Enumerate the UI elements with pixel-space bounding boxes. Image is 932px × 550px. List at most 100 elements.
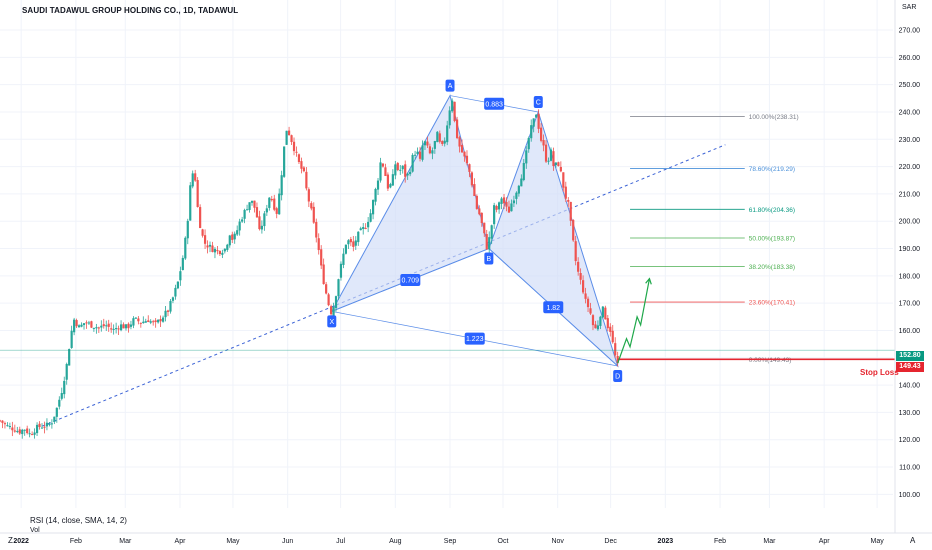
candle-body [604, 307, 607, 320]
candle-body [122, 324, 125, 329]
price-axis: 100.00110.00120.00130.00140.00150.00160.… [894, 0, 921, 533]
fib-level-label: 100.00%(238.31) [749, 114, 799, 121]
auto-scale-button[interactable]: A [910, 536, 916, 545]
candle-body [137, 318, 140, 322]
candle-body [322, 264, 325, 285]
candle-body [381, 163, 385, 167]
candle-body [196, 180, 199, 208]
stop-loss-price-tag: 149.43 [896, 362, 924, 372]
candle-body [589, 308, 592, 314]
candle-body [154, 320, 157, 323]
candle-body [97, 327, 100, 329]
candle-body [369, 213, 372, 222]
candle-body [53, 416, 56, 422]
candle-body [302, 167, 306, 172]
x-tick-label: Oct [498, 538, 509, 545]
candle-body [60, 393, 63, 399]
x-tick-label: Mar [763, 538, 776, 545]
candle-body [404, 164, 407, 177]
candle-body [577, 261, 580, 272]
candle-body [119, 324, 123, 331]
candle-body [606, 318, 609, 329]
candle-body [179, 271, 182, 281]
y-tick-label: 100.00 [899, 492, 921, 499]
candle-body [58, 399, 61, 407]
candle-body [174, 287, 177, 297]
chart-title: SAUDI TADAWUL GROUP HOLDING CO., 1D, TAD… [22, 6, 239, 15]
candle-body [218, 250, 221, 255]
ratio-label: 0.709 [400, 273, 421, 286]
candle-body [374, 188, 377, 202]
candle-body [413, 154, 417, 156]
candle-body [436, 131, 439, 143]
candle-body [129, 324, 133, 327]
candle-body [438, 133, 441, 142]
candle-body [332, 306, 335, 316]
candle-body [535, 114, 538, 118]
candle-body [184, 237, 187, 259]
rsi-indicator-label[interactable]: RSI (14, close, SMA, 14, 2) [30, 516, 127, 525]
ratio-label: 1.223 [464, 332, 485, 345]
candle-body [329, 306, 333, 315]
candle-body [100, 325, 103, 328]
candle-body [186, 220, 189, 239]
candle-body [339, 263, 343, 278]
candle-body [92, 327, 95, 329]
candle-body [191, 173, 194, 187]
candle-body [144, 321, 147, 323]
fib-level-label: 0.00%(149.43) [749, 357, 792, 364]
candle-body [488, 237, 491, 250]
ratio-label-bg [543, 301, 564, 314]
volume-indicator-label[interactable]: Vol [30, 527, 40, 534]
point-label-x-bg [327, 315, 337, 328]
candle-body [18, 429, 21, 434]
candle-body [581, 280, 585, 293]
candle-body [559, 166, 562, 172]
candle-body [90, 321, 93, 328]
candle-body [510, 203, 513, 212]
ratio-label: 0.883 [484, 97, 505, 110]
candle-body [520, 178, 523, 187]
candle-body [300, 161, 303, 169]
candle-body [446, 125, 449, 143]
candle-body [194, 173, 197, 181]
candle-body [512, 200, 516, 204]
timezone-button[interactable]: Z [8, 536, 13, 545]
candle-body [6, 425, 9, 427]
candle-body [505, 202, 508, 207]
candle-body [26, 428, 29, 434]
candle-body [564, 186, 567, 199]
candle-body [453, 101, 456, 122]
x-tick-label: May [870, 538, 884, 545]
candle-body [478, 208, 481, 215]
candle-body [307, 189, 310, 202]
candle-body [265, 208, 268, 213]
candle-body [48, 423, 51, 425]
candle-body [211, 245, 214, 252]
candle-body [206, 245, 209, 248]
candle-body [243, 209, 246, 219]
candle-body [203, 235, 207, 244]
candle-body [401, 165, 404, 170]
candle-body [384, 167, 387, 177]
candle-body [124, 324, 128, 329]
candle-body [283, 146, 286, 177]
candle-body [497, 202, 501, 210]
ratio-label-bg [400, 273, 421, 286]
fib-level-label: 78.60%(219.29) [749, 166, 795, 173]
candle-body [344, 244, 348, 254]
candle-body [292, 141, 296, 152]
candle-body [55, 407, 58, 417]
candle-body [609, 326, 612, 332]
candle-body [275, 208, 278, 214]
candle-body [260, 225, 263, 230]
candle-body [290, 135, 293, 142]
x-tick-label: Jul [336, 538, 345, 545]
y-tick-label: 120.00 [899, 437, 921, 444]
candle-body [11, 427, 14, 431]
ratio-label-text: 1.82 [546, 305, 560, 312]
candle-body [13, 430, 16, 432]
candle-body [426, 141, 429, 146]
candle-body [273, 198, 276, 210]
